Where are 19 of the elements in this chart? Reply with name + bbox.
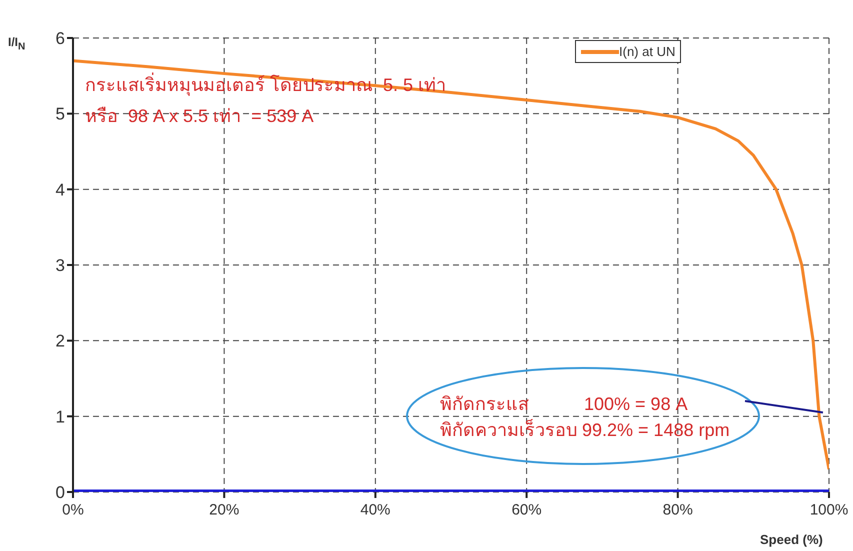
y-tick-label: 2	[56, 332, 65, 351]
annotation: พิกัดกระแส 100% = 98 A	[440, 393, 688, 416]
x-tick-label: 20%	[209, 502, 240, 519]
x-axis-title: Speed (%)	[760, 532, 823, 547]
x-tick-label: 100%	[810, 502, 848, 519]
line-series	[73, 59, 829, 471]
y-tick-label: 6	[56, 29, 65, 48]
x-tick-label: 80%	[662, 502, 693, 519]
y-axis-title: I/I$_{N}$	[8, 35, 26, 52]
annotation: พิกัดความเร็วรอบ 99.2% = 1488 rpm	[440, 418, 730, 442]
x-tick-label: 0%	[62, 502, 84, 519]
y-tick-label: 0	[56, 483, 65, 502]
y-tick-label: 5	[56, 104, 65, 124]
y-tick-label: 4	[56, 180, 65, 200]
x-tick-label: 60%	[512, 502, 542, 519]
y-tick-label: 1	[56, 407, 65, 426]
x-tick-label: 40%	[360, 502, 390, 519]
y-tick-label: 3	[56, 256, 65, 276]
legend-label: I(n) at UN	[619, 44, 676, 59]
